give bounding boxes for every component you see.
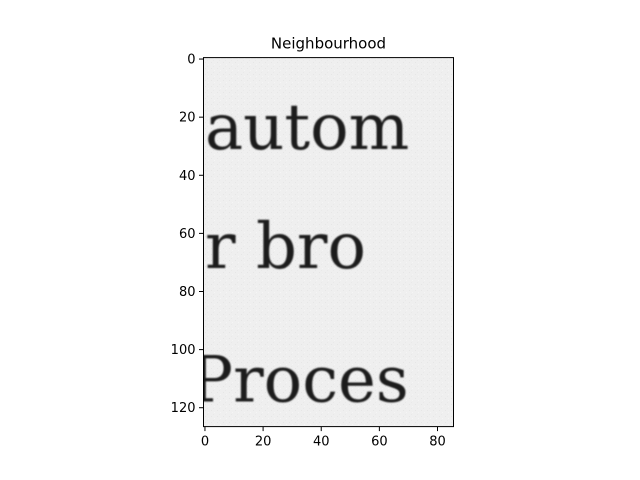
x-tick-label: 40 xyxy=(313,435,330,450)
image-text-line: Proces xyxy=(190,344,409,418)
y-tick-label: 20 xyxy=(179,111,196,126)
y-tick-label: 40 xyxy=(179,169,196,184)
x-tick-label: 60 xyxy=(371,435,388,450)
y-axis-ticks: 0 20 40 60 80 100 120 xyxy=(171,53,204,416)
image-text-line: autom xyxy=(205,91,409,165)
chart-title: Neighbourhood xyxy=(271,35,386,53)
y-tick-label: 120 xyxy=(171,401,196,416)
y-tick-label: 80 xyxy=(179,285,196,300)
x-tick-label: 20 xyxy=(255,435,272,450)
image-background xyxy=(203,57,454,427)
x-axis-ticks: 0 20 40 60 80 xyxy=(201,426,446,450)
x-tick-label: 80 xyxy=(429,435,446,450)
image-text-layer: autom r bro Proces xyxy=(190,91,410,418)
x-tick-label: 0 xyxy=(201,435,209,450)
image-text-line: r bro xyxy=(205,210,366,284)
y-tick-label: 60 xyxy=(179,227,196,242)
axes-frame xyxy=(203,57,454,428)
y-tick-label: 100 xyxy=(171,343,196,358)
y-tick-label: 0 xyxy=(187,53,195,68)
image-area: autom r bro Proces xyxy=(190,57,454,427)
